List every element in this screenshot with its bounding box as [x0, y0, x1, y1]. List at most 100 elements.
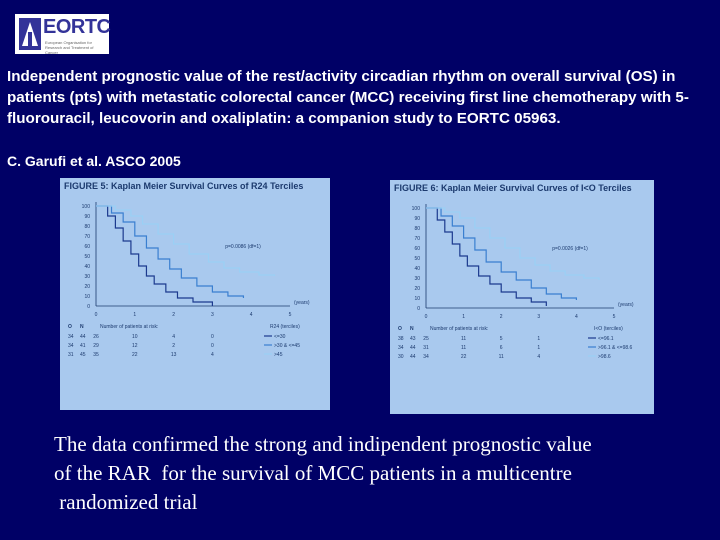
risk-count: 22 — [461, 354, 467, 360]
eortc-emblem-icon — [19, 18, 41, 50]
x-tick-label: 2 — [172, 312, 175, 318]
y-tick-label: 50 — [84, 254, 90, 260]
y-tick-label: 40 — [84, 264, 90, 270]
y-tick-label: 100 — [412, 206, 421, 212]
risk-total: 44 — [410, 354, 416, 360]
x-tick-label: 3 — [537, 314, 540, 320]
conclusion-line-1: The data confirmed the strong and indipe… — [54, 432, 592, 456]
y-tick-label: 0 — [87, 304, 90, 310]
conclusion-line-2: of the RAR for the survival of MCC patie… — [54, 461, 572, 485]
legend-label: >96.1 & <=98.6 — [598, 345, 633, 351]
y-tick-label: 50 — [414, 256, 420, 262]
y-tick-label: 90 — [84, 214, 90, 220]
logo-text: EORTC — [43, 16, 111, 38]
risk-count: 11 — [461, 336, 466, 342]
risk-observed: 34 — [68, 334, 74, 340]
risk-count: 5 — [500, 336, 503, 342]
km-curve-2 — [96, 205, 245, 298]
risk-count: 31 — [423, 345, 429, 351]
figure-6-title: FIGURE 6: Kaplan Meier Survival Curves o… — [394, 183, 632, 193]
y-tick-label: 100 — [82, 204, 91, 210]
km-curve-2 — [426, 207, 577, 300]
risk-count: 11 — [499, 354, 504, 360]
risk-count: 12 — [132, 343, 138, 349]
risk-count: 4 — [537, 354, 540, 360]
risk-total: 45 — [80, 352, 86, 358]
figure-6: 100 90 80 70 60 50 40 30 20 10 0 0 1 2 3 4 5 (years) p=0.0… — [390, 180, 654, 414]
legend-title: R24 (terciles) — [270, 324, 300, 330]
x-tick-label: 1 — [462, 314, 465, 320]
x-tick-label: 5 — [289, 312, 292, 318]
risk-count: 11 — [461, 345, 466, 351]
x-tick-label: 1 — [133, 312, 136, 318]
risk-table-header: Number of patients at risk: — [100, 324, 158, 330]
y-tick-label: 30 — [414, 276, 420, 282]
risk-count: 0 — [211, 334, 214, 340]
x-axis-label: (years) — [618, 302, 634, 308]
x-tick-label: 2 — [500, 314, 503, 320]
risk-observed: 34 — [68, 343, 74, 349]
x-tick-label: 4 — [575, 314, 578, 320]
risk-count: 4 — [172, 334, 175, 340]
y-tick-label: 40 — [414, 266, 420, 272]
y-tick-label: 60 — [84, 244, 90, 250]
risk-count: 1 — [537, 336, 540, 342]
x-tick-label: 3 — [211, 312, 214, 318]
x-tick-label: 0 — [95, 312, 98, 318]
risk-count: 25 — [423, 336, 429, 342]
y-tick-label: 0 — [417, 306, 420, 312]
risk-observed: 38 — [398, 336, 404, 342]
km-curve-1 — [426, 207, 547, 306]
risk-count: 26 — [93, 334, 99, 340]
p-value-annotation: p=0.0086 (df=1) — [225, 244, 261, 250]
risk-count: 1 — [537, 345, 540, 351]
conclusion-line-3: randomized trial — [54, 490, 198, 514]
y-tick-label: 10 — [84, 294, 90, 300]
risk-count: 4 — [211, 352, 214, 358]
risk-count: 6 — [500, 345, 503, 351]
risk-count: 35 — [93, 352, 99, 358]
risk-count: 29 — [93, 343, 99, 349]
risk-observed: 34 — [398, 345, 404, 351]
risk-count: 0 — [211, 343, 214, 349]
legend-label: >30 & <=45 — [274, 343, 300, 349]
y-tick-label: 20 — [414, 286, 420, 292]
legend-label: <=30 — [274, 334, 286, 340]
risk-total: 43 — [410, 336, 416, 342]
risk-count: 22 — [132, 352, 138, 358]
logo-subtitle: European Organisation for Research and T… — [45, 40, 94, 55]
y-tick-label: 80 — [414, 226, 420, 232]
x-tick-label: 0 — [425, 314, 428, 320]
risk-total: 41 — [80, 343, 86, 349]
x-tick-label: 5 — [613, 314, 616, 320]
y-tick-label: 80 — [84, 224, 90, 230]
risk-observed: 30 — [398, 354, 404, 360]
eortc-logo: EORTC European Organisation for Research… — [15, 14, 111, 55]
y-tick-label: 10 — [414, 296, 420, 302]
x-axis-label: (years) — [294, 300, 310, 306]
risk-observed: 31 — [68, 352, 74, 358]
y-tick-label: 20 — [84, 284, 90, 290]
y-tick-label: 90 — [414, 216, 420, 222]
x-tick-label: 4 — [250, 312, 253, 318]
y-tick-label: 30 — [84, 274, 90, 280]
risk-total: 44 — [410, 345, 416, 351]
legend-label: >45 — [274, 352, 283, 358]
legend-label: >98.6 — [598, 354, 611, 360]
km-curve-3 — [426, 207, 600, 280]
risk-count: 34 — [423, 354, 429, 360]
p-value-annotation: p=0.0026 (df=1) — [552, 246, 588, 252]
y-tick-label: 70 — [84, 234, 90, 240]
y-tick-label: 70 — [414, 236, 420, 242]
risk-col-header: N — [80, 324, 84, 330]
risk-table-header: Number of patients at risk: — [430, 326, 488, 332]
risk-col-header: N — [410, 326, 414, 332]
figure-5-title: FIGURE 5: Kaplan Meier Survival Curves o… — [64, 181, 304, 191]
risk-count: 2 — [172, 343, 175, 349]
y-tick-label: 60 — [414, 246, 420, 252]
slide-author: C. Garufi et al. ASCO 2005 — [7, 153, 181, 169]
km-curve-3 — [96, 205, 276, 276]
risk-count: 10 — [132, 334, 138, 340]
